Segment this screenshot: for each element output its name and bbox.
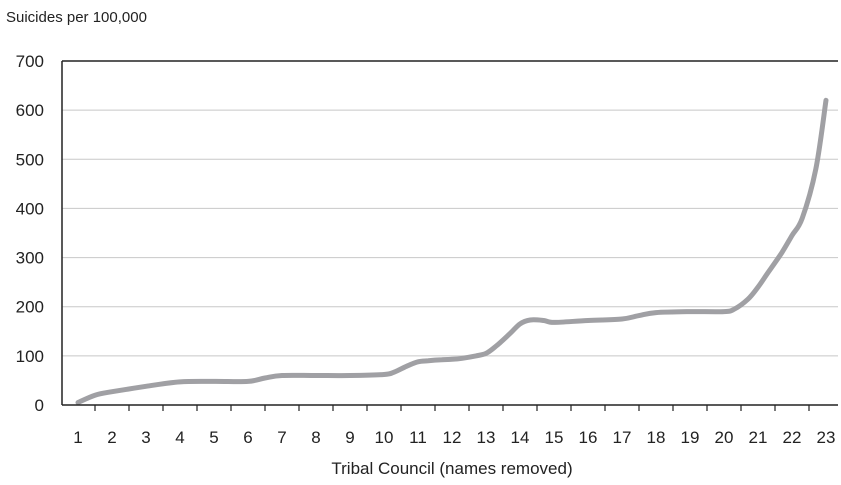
x-tick-label-10: 10 — [375, 428, 394, 447]
series-line-0 — [75, 97, 829, 405]
x-tick-label-18: 18 — [647, 428, 666, 447]
x-axis-title: Tribal Council (names removed) — [331, 459, 572, 478]
series-group — [75, 97, 829, 405]
x-tick-label-22: 22 — [783, 428, 802, 447]
x-tick-labels: 1 2 3 4 5 6 7 8 9 10 11 12 13 14 15 16 17 18 19 20 21 22 23 — [73, 428, 835, 447]
x-tick-label-12: 12 — [443, 428, 462, 447]
x-tick-label-7: 7 — [277, 428, 286, 447]
x-tick-label-20: 20 — [715, 428, 734, 447]
y-tick-labels: 0 100 200 300 400 500 600 700 — [16, 52, 44, 415]
x-tick-label-14: 14 — [511, 428, 530, 447]
x-tick-label-2: 2 — [107, 428, 116, 447]
gridlines — [62, 60, 838, 357]
x-tick-label-19: 19 — [681, 428, 700, 447]
x-tick-label-5: 5 — [209, 428, 218, 447]
x-tick-label-4: 4 — [175, 428, 184, 447]
y-tick-label-500: 500 — [16, 150, 44, 169]
x-tick-label-17: 17 — [613, 428, 632, 447]
x-tick-label-13: 13 — [477, 428, 496, 447]
y-tick-label-600: 600 — [16, 101, 44, 120]
x-tick-label-6: 6 — [243, 428, 252, 447]
y-axis-title: Suicides per 100,000 — [6, 9, 147, 26]
y-tick-label-0: 0 — [35, 396, 44, 415]
y-tick-label-100: 100 — [16, 347, 44, 366]
x-tick-label-1: 1 — [73, 428, 82, 447]
x-tick-marks — [94, 405, 810, 411]
x-tick-label-3: 3 — [141, 428, 150, 447]
y-tick-label-200: 200 — [16, 298, 44, 317]
x-tick-label-11: 11 — [409, 428, 427, 447]
y-tick-label-700: 700 — [16, 52, 44, 71]
x-tick-label-21: 21 — [749, 428, 768, 447]
y-tick-label-300: 300 — [16, 249, 44, 268]
x-tick-label-9: 9 — [345, 428, 354, 447]
x-tick-label-23: 23 — [817, 428, 836, 447]
x-tick-label-16: 16 — [579, 428, 598, 447]
x-tick-label-8: 8 — [311, 428, 320, 447]
y-tick-label-400: 400 — [16, 199, 44, 218]
x-tick-label-15: 15 — [545, 428, 564, 447]
